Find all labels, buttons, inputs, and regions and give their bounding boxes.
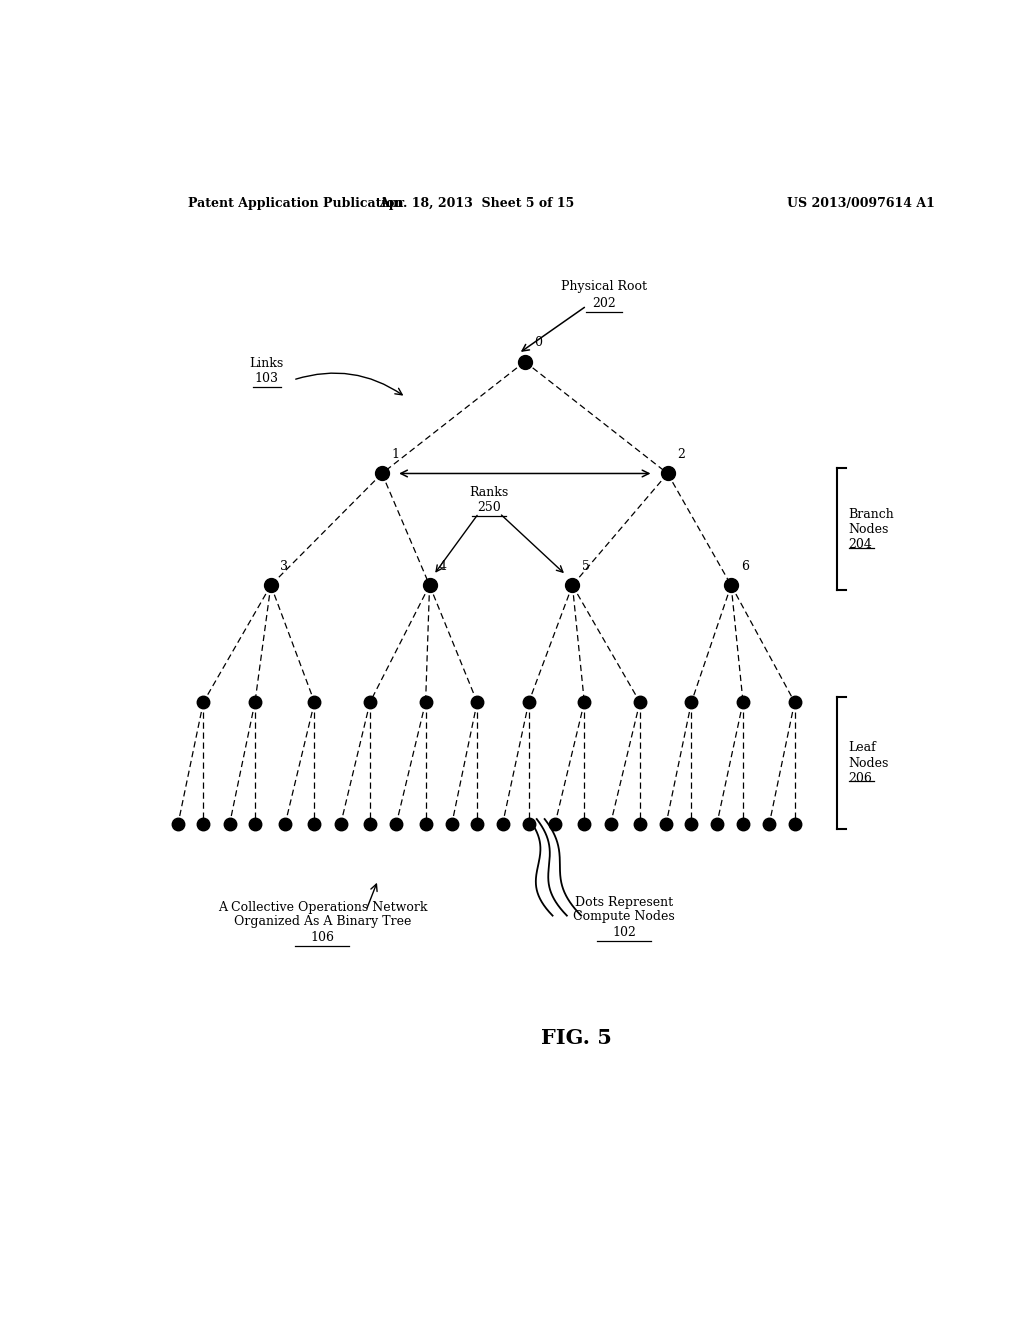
Text: 106: 106 [310,931,335,944]
Text: FIG. 5: FIG. 5 [541,1028,611,1048]
Text: 3: 3 [281,560,289,573]
Text: 0: 0 [535,337,543,350]
Text: Physical Root: Physical Root [561,280,647,293]
Text: 103: 103 [255,372,279,385]
Text: Patent Application Publication: Patent Application Publication [187,197,403,210]
FancyArrowPatch shape [296,374,402,395]
Text: 5: 5 [582,560,590,573]
Text: 204: 204 [849,539,872,552]
Text: Apr. 18, 2013  Sheet 5 of 15: Apr. 18, 2013 Sheet 5 of 15 [380,197,574,210]
Text: Nodes: Nodes [849,523,889,536]
Text: 4: 4 [439,560,447,573]
Text: Dots Represent: Dots Represent [574,895,673,908]
Text: 1: 1 [391,449,399,461]
Text: 202: 202 [592,297,616,310]
Text: 6: 6 [740,560,749,573]
Text: Links: Links [250,356,284,370]
Text: Organized As A Binary Tree: Organized As A Binary Tree [233,915,411,928]
Text: Compute Nodes: Compute Nodes [573,909,675,923]
Text: Ranks: Ranks [469,486,509,499]
Text: Branch: Branch [849,508,894,520]
Text: Leaf: Leaf [849,742,877,755]
Text: 206: 206 [849,772,872,785]
Text: US 2013/0097614 A1: US 2013/0097614 A1 [786,197,935,210]
Text: A Collective Operations Network: A Collective Operations Network [218,900,427,913]
Text: 102: 102 [612,927,636,939]
Text: 250: 250 [477,502,501,515]
Text: Nodes: Nodes [849,756,889,770]
Text: 2: 2 [677,449,685,461]
